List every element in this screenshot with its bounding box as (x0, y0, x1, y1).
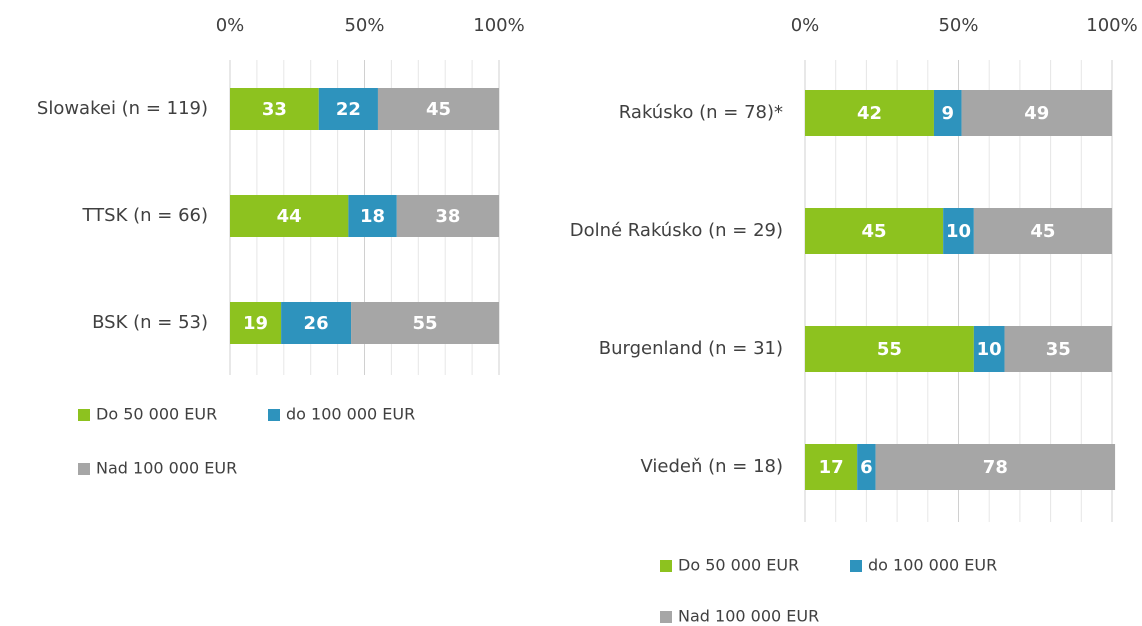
bar-segment (857, 444, 876, 490)
bar-segment (351, 302, 499, 344)
category-label: Dolné Rakúsko (n = 29) (570, 220, 783, 241)
x-tick-label: 100% (1086, 15, 1137, 36)
bar-segment (1004, 326, 1112, 372)
value-label: 38 (435, 206, 460, 227)
value-label: 45 (862, 221, 887, 242)
bar-segment (377, 88, 499, 130)
value-label: 26 (304, 313, 329, 334)
bar-segment (230, 302, 282, 344)
category-label: TTSK (n = 66) (81, 205, 208, 226)
value-label: 44 (277, 206, 302, 227)
bar-segment (875, 444, 1116, 490)
value-label: 10 (946, 221, 971, 242)
legend-swatch (850, 560, 862, 572)
legend-label: Do 50 000 EUR (96, 405, 217, 424)
value-label: 49 (1024, 103, 1049, 124)
bar-segment (805, 326, 974, 372)
category-label: Viedeň (n = 18) (640, 456, 783, 477)
value-label: 35 (1046, 339, 1071, 360)
legend-label: do 100 000 EUR (286, 405, 415, 424)
x-tick-label: 0% (216, 15, 245, 36)
value-label: 45 (1030, 221, 1055, 242)
category-label: Burgenland (n = 31) (599, 338, 783, 359)
value-label: 19 (243, 313, 268, 334)
value-label: 9 (941, 103, 954, 124)
x-tick-label: 50% (344, 15, 384, 36)
legend-swatch (78, 409, 90, 421)
bar-segment (933, 90, 962, 136)
bar-segment (318, 88, 378, 130)
legend-label: do 100 000 EUR (868, 556, 997, 575)
value-label: 33 (262, 99, 287, 120)
value-label: 42 (857, 103, 882, 124)
x-tick-label: 50% (938, 15, 978, 36)
value-label: 6 (860, 457, 873, 478)
category-label: Rakúsko (n = 78)* (619, 102, 783, 123)
legend-swatch (268, 409, 280, 421)
legend-swatch (660, 611, 672, 623)
value-label: 78 (983, 457, 1008, 478)
category-label: Slowakei (n = 119) (37, 98, 208, 119)
value-label: 10 (977, 339, 1002, 360)
bar-segment (281, 302, 352, 344)
value-label: 45 (426, 99, 451, 120)
bar-segment (961, 90, 1112, 136)
bar-segment (973, 208, 1112, 254)
value-label: 18 (360, 206, 385, 227)
value-label: 55 (412, 313, 437, 334)
x-tick-label: 0% (791, 15, 820, 36)
legend-label: Nad 100 000 EUR (678, 607, 819, 626)
bar-segment (396, 195, 499, 237)
bar-segment (805, 90, 934, 136)
legend-swatch (78, 463, 90, 475)
legend-label: Nad 100 000 EUR (96, 459, 237, 478)
bar-segment (973, 326, 1005, 372)
bar-segment (230, 88, 319, 130)
category-label: BSK (n = 53) (92, 312, 208, 333)
bar-segment (348, 195, 397, 237)
value-label: 55 (877, 339, 902, 360)
bar-segment (230, 195, 349, 237)
bar-segment (805, 444, 858, 490)
bar-segment (943, 208, 974, 254)
value-label: 22 (336, 99, 361, 120)
x-tick-label: 100% (473, 15, 524, 36)
legend-swatch (660, 560, 672, 572)
value-label: 17 (819, 457, 844, 478)
legend-label: Do 50 000 EUR (678, 556, 799, 575)
bar-segment (805, 208, 944, 254)
